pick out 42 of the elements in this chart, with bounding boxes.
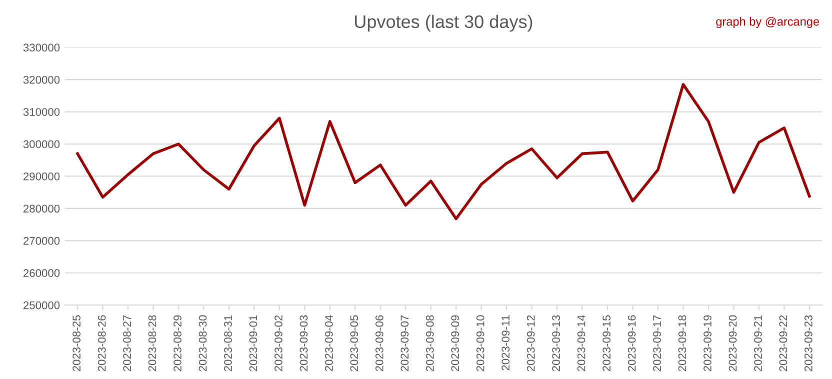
x-tick-label: 2023-09-14 (577, 315, 586, 372)
x-tick-label: 2023-09-17 (653, 315, 661, 372)
x-tick-label: 2023-08-25 (72, 315, 80, 372)
x-tick-label: 2023-09-03 (300, 315, 308, 372)
x-tick-label: 2023-09-18 (678, 315, 686, 372)
y-tick-label: 290000 (24, 172, 60, 180)
x-tick-label: 2023-09-20 (728, 315, 737, 372)
x-tick-label: 2023-08-31 (224, 315, 232, 372)
x-tick-label: 2023-09-08 (426, 315, 434, 372)
x-tick-label: 2023-09-22 (779, 315, 788, 372)
y-tick-label: 280000 (24, 204, 60, 213)
x-tick-label: 2023-08-27 (123, 315, 131, 372)
x-tick-label: 2023-09-11 (502, 315, 510, 370)
x-tick-label: 2023-09-05 (350, 315, 358, 372)
x-tick-label: 2023-09-21 (754, 315, 762, 372)
y-tick-label: 260000 (24, 269, 60, 278)
x-tick-label: 2023-09-19 (704, 315, 712, 372)
x-tick-label: 2023-08-28 (148, 315, 156, 372)
x-tick-label: 2023-09-12 (526, 315, 535, 372)
line-series (76, 83, 811, 220)
x-tick-label: 2023-09-06 (375, 315, 384, 372)
y-tick-label: 320000 (23, 76, 60, 84)
x-tick-label: 2023-09-04 (325, 315, 333, 372)
x-tick-label: 2023-08-30 (198, 315, 207, 372)
x-tick-label: 2023-09-23 (804, 315, 812, 372)
x-tick-label: 2023-08-29 (174, 315, 182, 372)
y-tick-label: 250000 (24, 301, 60, 310)
chart-title: Upvotes (last 30 days) (355, 14, 532, 32)
x-tick-label: 2023-09-01 (249, 315, 258, 372)
x-tick-label: 2023-09-02 (274, 315, 282, 372)
x-tick-label: 2023-08-26 (98, 315, 106, 372)
text: graph by @arcange (716, 17, 820, 28)
y-tick-label: 330000 (23, 44, 60, 52)
x-tick-label: 2023-09-09 (451, 315, 460, 372)
y-tick-label: 300000 (23, 140, 60, 148)
x-tick-label: 2023-09-15 (602, 315, 610, 372)
y-tick-label: 270000 (24, 236, 60, 245)
x-tick-label: 2023-09-10 (476, 315, 484, 372)
x-tick-label: 2023-09-13 (552, 315, 560, 372)
y-tick-label: 310000 (23, 108, 60, 116)
x-tick-label: 2023-09-07 (400, 315, 409, 372)
x-tick-label: 2023-09-16 (628, 315, 636, 372)
